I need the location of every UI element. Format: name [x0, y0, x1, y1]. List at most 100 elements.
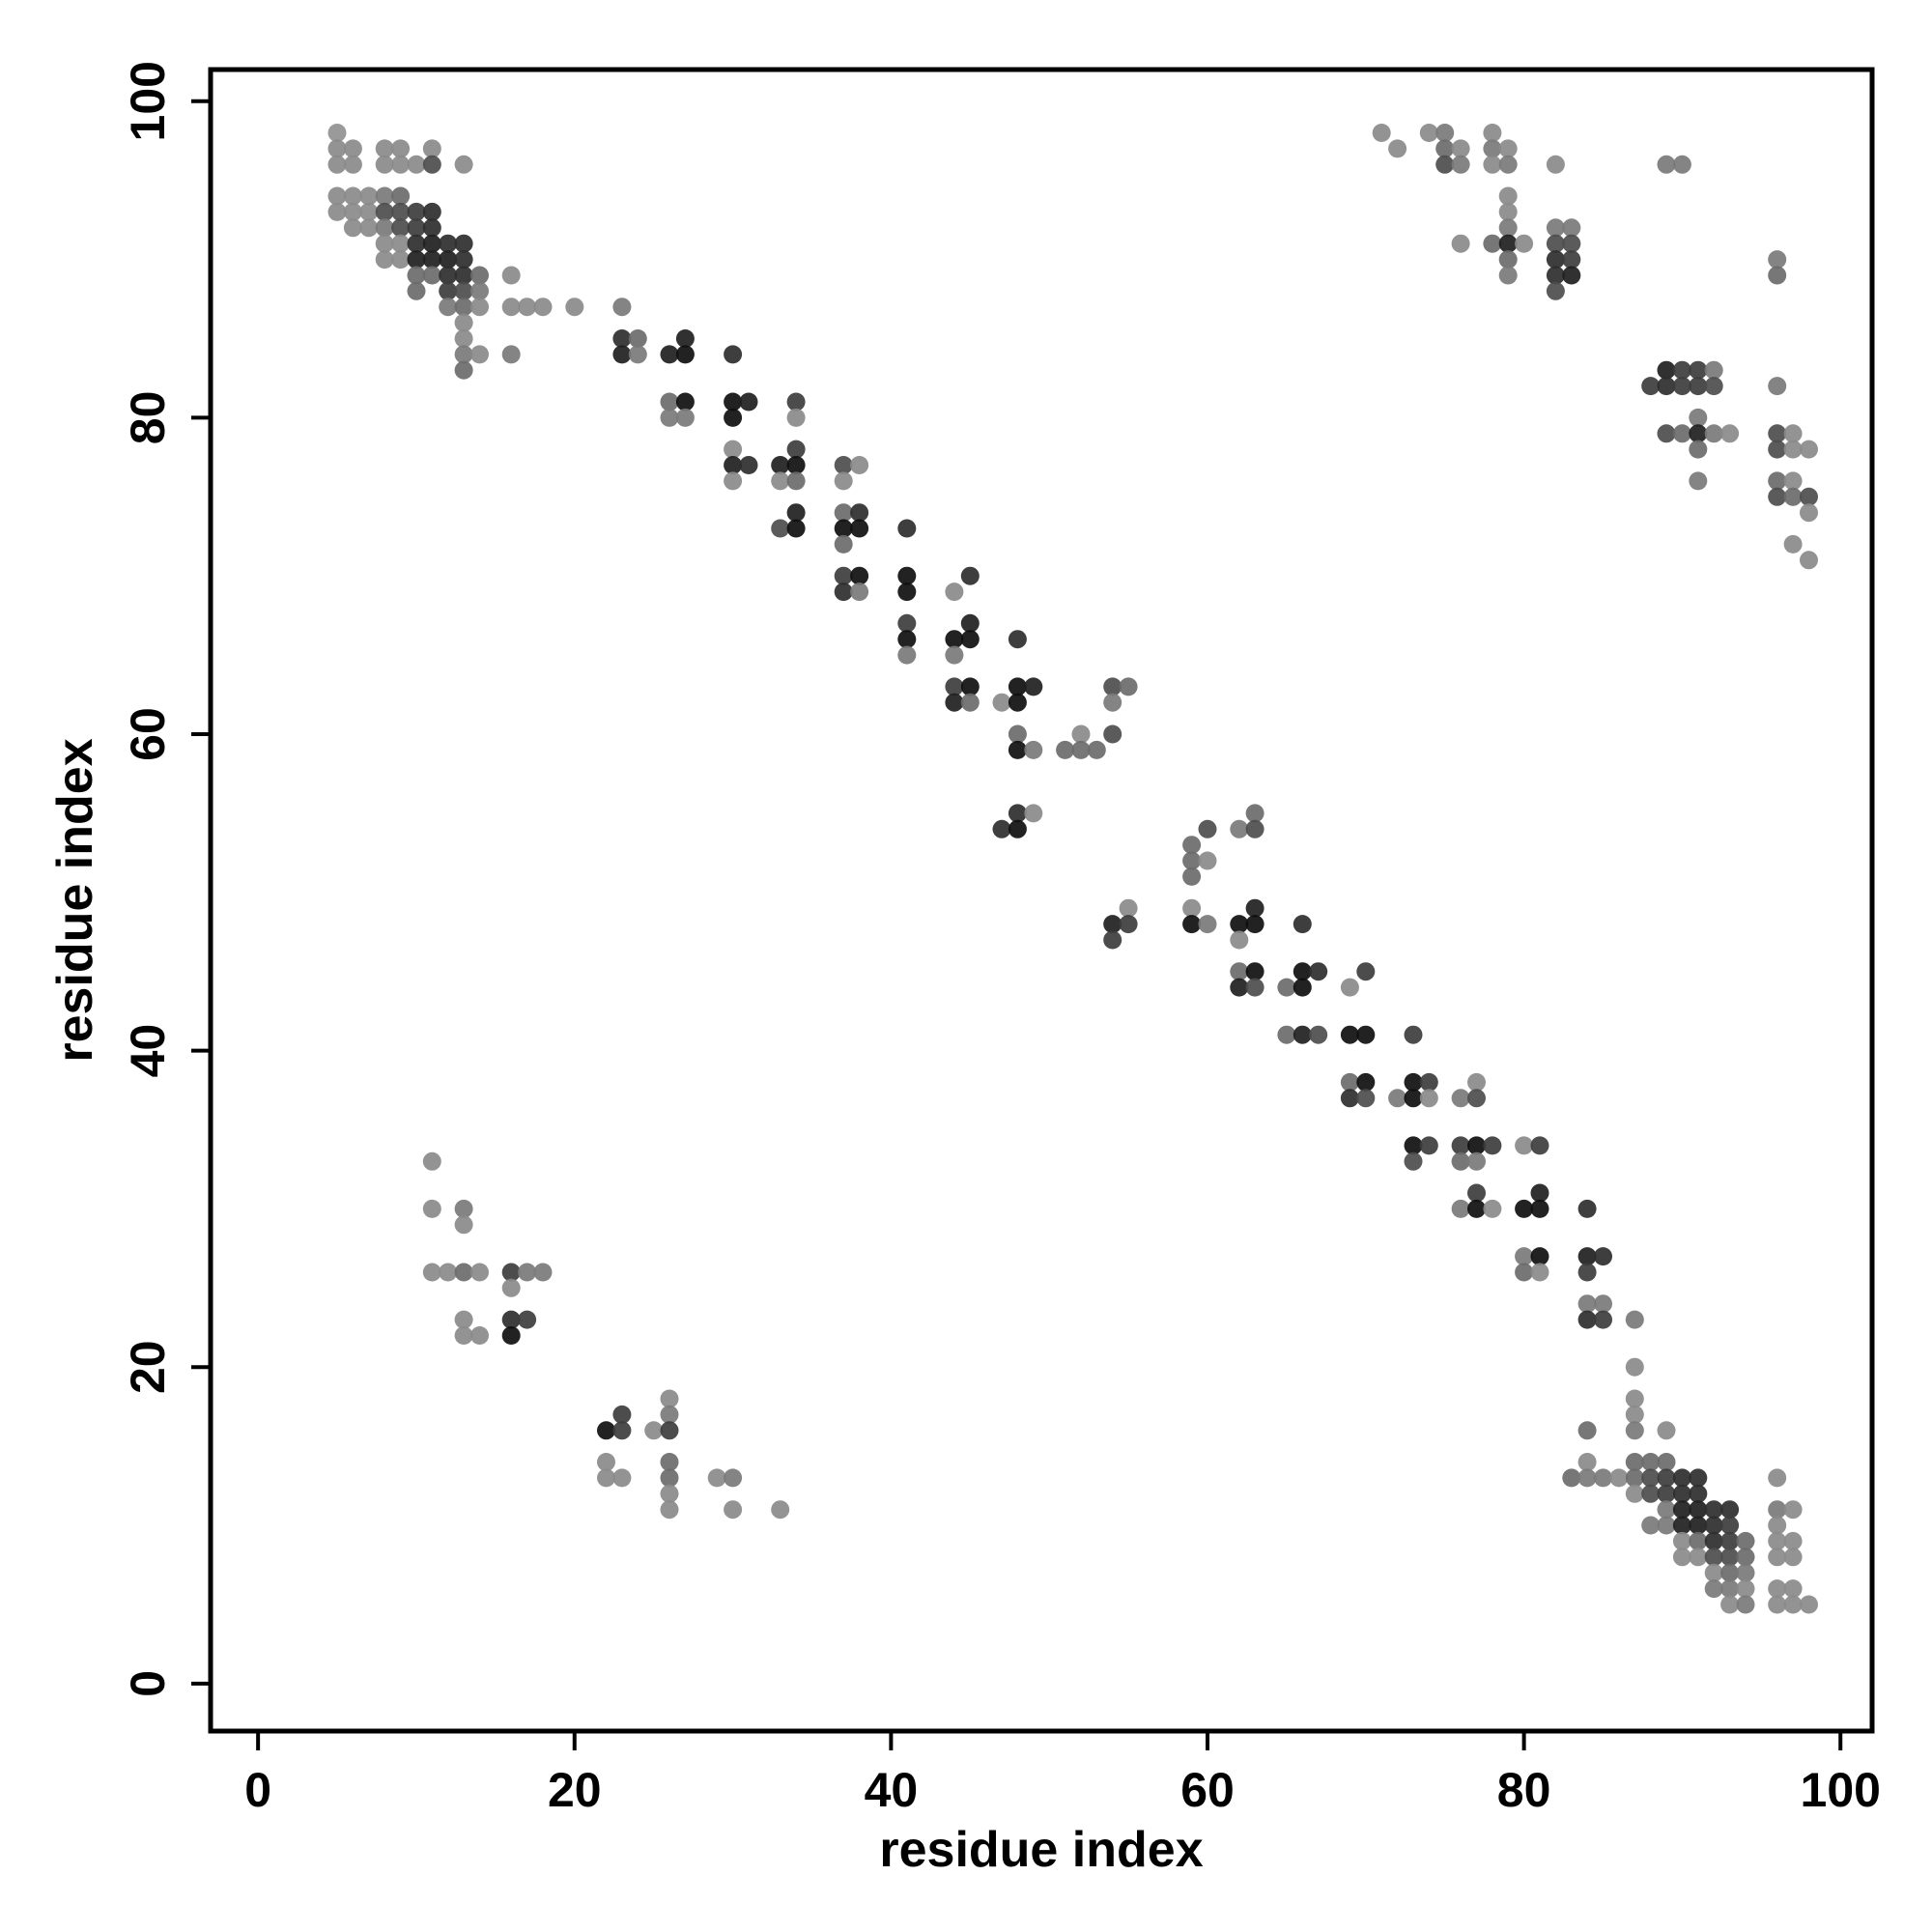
contact-point [945, 630, 964, 649]
contact-point [1704, 424, 1723, 443]
contact-point [660, 1468, 679, 1488]
contact-point [1783, 440, 1803, 459]
contact-point [375, 234, 394, 253]
contact-point [1783, 1579, 1803, 1599]
contact-point [724, 408, 743, 427]
y-axis: 0 20 40 60 80 100 [121, 61, 211, 1697]
contact-point [1672, 377, 1691, 396]
contact-point [675, 329, 695, 348]
contact-point [422, 250, 441, 270]
contact-point [992, 693, 1011, 712]
y-tick-label: 40 [121, 1024, 175, 1078]
contact-point [454, 298, 473, 317]
contact-point [1340, 1025, 1359, 1044]
contact-point [660, 1421, 679, 1440]
contact-point [1672, 1548, 1691, 1567]
contact-point [945, 582, 964, 602]
contact-point [375, 202, 394, 221]
contact-point [1657, 424, 1676, 443]
contact-point [407, 250, 426, 270]
contact-point [439, 266, 458, 285]
contact-point [1071, 740, 1091, 759]
contact-point [1657, 1516, 1676, 1535]
contact-point [612, 329, 632, 348]
contact-point [786, 471, 806, 491]
contact-point [1689, 1468, 1708, 1488]
contact-point [1704, 1516, 1723, 1535]
contact-point [897, 613, 917, 633]
contact-point [1594, 1468, 1612, 1488]
contact-point [1768, 250, 1787, 270]
contact-point [724, 392, 743, 412]
contact-point [1783, 471, 1803, 491]
contact-point [1672, 1516, 1691, 1535]
contact-point [1008, 819, 1027, 838]
contact-point [1530, 1199, 1549, 1218]
contact-point [1467, 1089, 1486, 1108]
contact-point [1277, 1025, 1296, 1044]
contact-point [612, 1468, 632, 1488]
contact-point [1182, 898, 1202, 918]
contact-point [1594, 1247, 1612, 1266]
contact-point [1689, 440, 1708, 459]
contact-point [1340, 1072, 1359, 1092]
contact-point [327, 139, 347, 158]
contact-point [897, 645, 917, 665]
contact-point [1530, 1263, 1549, 1282]
contact-point [1404, 1072, 1423, 1092]
contact-point [1783, 534, 1803, 554]
contact-point [1182, 867, 1202, 886]
contact-point [1103, 677, 1122, 696]
contact-point [724, 471, 743, 491]
contact-point [1435, 139, 1455, 158]
contact-point [375, 155, 394, 174]
x-tick-label: 40 [865, 1763, 919, 1817]
contact-point [1198, 851, 1217, 870]
contact-point [1672, 360, 1691, 380]
contact-point [1024, 740, 1043, 759]
contact-point [407, 234, 426, 253]
contact-point [1768, 1548, 1787, 1567]
contact-point [422, 266, 441, 285]
contact-point [565, 298, 584, 317]
contact-point [518, 1310, 537, 1329]
contact-point [660, 1405, 679, 1424]
y-tick-label: 60 [121, 707, 175, 761]
contact-point [897, 519, 917, 538]
contact-point [1498, 250, 1518, 270]
contact-point [1625, 1484, 1644, 1503]
contact-point [1720, 1579, 1740, 1599]
contact-point [501, 345, 521, 364]
contact-point [1356, 1089, 1376, 1108]
contact-point [1704, 360, 1723, 380]
contact-point [439, 298, 458, 317]
contact-point [454, 360, 473, 380]
contact-point [1657, 1453, 1676, 1471]
contact-point [1720, 1516, 1740, 1535]
contact-point [1008, 630, 1027, 649]
contact-point [1783, 1531, 1803, 1550]
contact-point [992, 819, 1011, 838]
contact-point [1008, 724, 1027, 744]
contact-point [707, 1468, 726, 1488]
contact-point [834, 503, 853, 523]
contact-point [533, 1263, 553, 1282]
contact-point [1498, 218, 1518, 238]
contact-point [1720, 1563, 1740, 1582]
contact-point [501, 1263, 521, 1282]
contact-point [454, 313, 473, 332]
x-axis-title: residue index [879, 1822, 1203, 1878]
contact-point [850, 582, 869, 602]
contact-point [1704, 1531, 1723, 1550]
contact-point [518, 1263, 537, 1282]
contact-point [501, 1326, 521, 1345]
contact-point [1435, 155, 1455, 174]
contact-point [1293, 978, 1312, 997]
points-layer [327, 124, 1818, 1614]
contact-point [660, 1500, 679, 1520]
contact-point [1768, 1500, 1787, 1520]
contact-point [660, 345, 679, 364]
contact-point [422, 234, 441, 253]
contact-point [1340, 1089, 1359, 1108]
contact-point [1008, 740, 1027, 759]
